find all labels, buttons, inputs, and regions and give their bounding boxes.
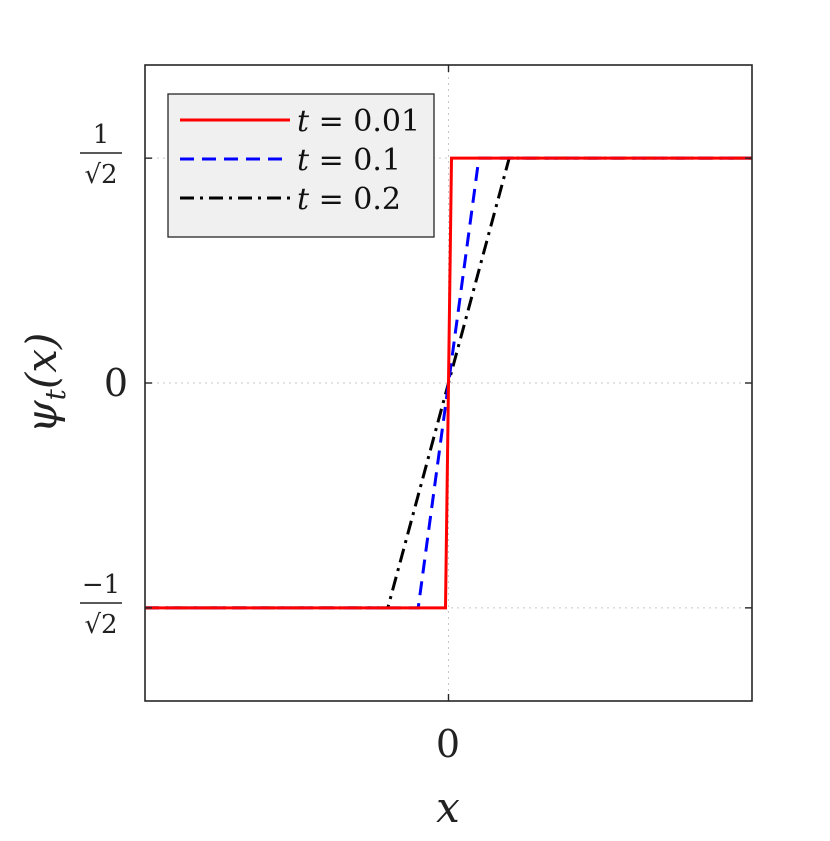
legend-label-var-2: t bbox=[297, 182, 310, 217]
series-layer bbox=[145, 156, 752, 610]
legend-label-value-1: = 0.1 bbox=[309, 143, 401, 178]
legend: t = 0.01t = 0.1t = 0.2 bbox=[167, 93, 435, 238]
x-axis-label: x bbox=[436, 783, 460, 832]
y-tick-top-numerator: 1 bbox=[93, 120, 110, 150]
y-tick-bottom-denominator: √2 bbox=[84, 610, 117, 640]
y-tick-top-denominator: √2 bbox=[84, 160, 117, 190]
legend-label-value-2: = 0.2 bbox=[309, 182, 401, 217]
ticks bbox=[145, 65, 752, 701]
x-tick-label-zero: 0 bbox=[436, 722, 460, 766]
series-line-0 bbox=[145, 156, 752, 610]
legend-label-value-0: = 0.01 bbox=[309, 104, 420, 139]
y-tick-bottom-numerator: −1 bbox=[82, 570, 120, 600]
legend-label-1: t = 0.1 bbox=[297, 143, 401, 178]
legend-label-0: t = 0.01 bbox=[297, 104, 420, 139]
legend-box bbox=[167, 93, 435, 238]
y-axis-label-argument: (x) bbox=[17, 333, 66, 389]
legend-label-var-1: t bbox=[297, 143, 310, 178]
y-axis-label-subscript: t bbox=[39, 388, 72, 400]
legend-entries: t = 0.01t = 0.1t = 0.2 bbox=[180, 104, 420, 217]
y-tick-label-top: 1 √2 bbox=[80, 120, 122, 190]
y-tick-label-zero: 0 bbox=[104, 361, 128, 405]
y-axis-label-psi: ψ bbox=[17, 399, 66, 433]
legend-label-2: t = 0.2 bbox=[297, 182, 401, 217]
y-tick-label-bottom: −1 √2 bbox=[80, 570, 122, 640]
legend-label-var-0: t bbox=[297, 104, 310, 139]
y-axis-label: ψt(x) bbox=[17, 333, 72, 434]
